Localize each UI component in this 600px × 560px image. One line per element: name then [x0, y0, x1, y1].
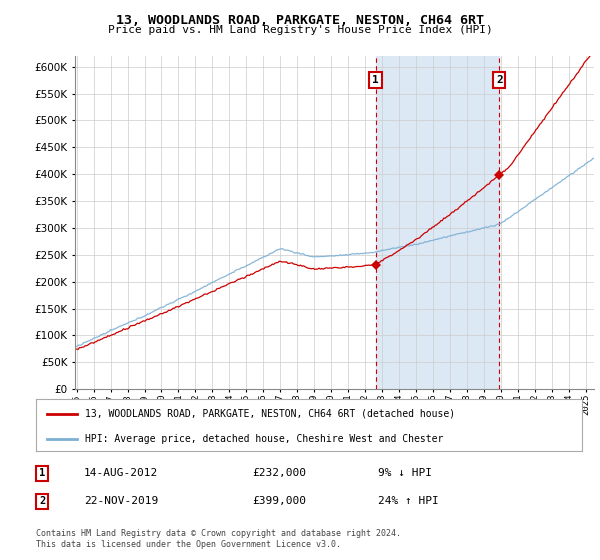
- Text: HPI: Average price, detached house, Cheshire West and Chester: HPI: Average price, detached house, Ches…: [85, 435, 443, 445]
- Text: 13, WOODLANDS ROAD, PARKGATE, NESTON, CH64 6RT (detached house): 13, WOODLANDS ROAD, PARKGATE, NESTON, CH…: [85, 409, 455, 419]
- Text: £399,000: £399,000: [252, 496, 306, 506]
- Text: 22-NOV-2019: 22-NOV-2019: [84, 496, 158, 506]
- Text: Contains HM Land Registry data © Crown copyright and database right 2024.
This d: Contains HM Land Registry data © Crown c…: [36, 529, 401, 549]
- Text: 1: 1: [372, 75, 379, 85]
- Text: Price paid vs. HM Land Registry's House Price Index (HPI): Price paid vs. HM Land Registry's House …: [107, 25, 493, 35]
- Text: 14-AUG-2012: 14-AUG-2012: [84, 468, 158, 478]
- Text: 24% ↑ HPI: 24% ↑ HPI: [378, 496, 439, 506]
- Bar: [376, 56, 499, 389]
- Text: 2: 2: [39, 496, 45, 506]
- Text: 9% ↓ HPI: 9% ↓ HPI: [378, 468, 432, 478]
- Text: 13, WOODLANDS ROAD, PARKGATE, NESTON, CH64 6RT: 13, WOODLANDS ROAD, PARKGATE, NESTON, CH…: [116, 14, 484, 27]
- Text: 1: 1: [39, 468, 45, 478]
- Text: £232,000: £232,000: [252, 468, 306, 478]
- Text: 2: 2: [496, 75, 503, 85]
